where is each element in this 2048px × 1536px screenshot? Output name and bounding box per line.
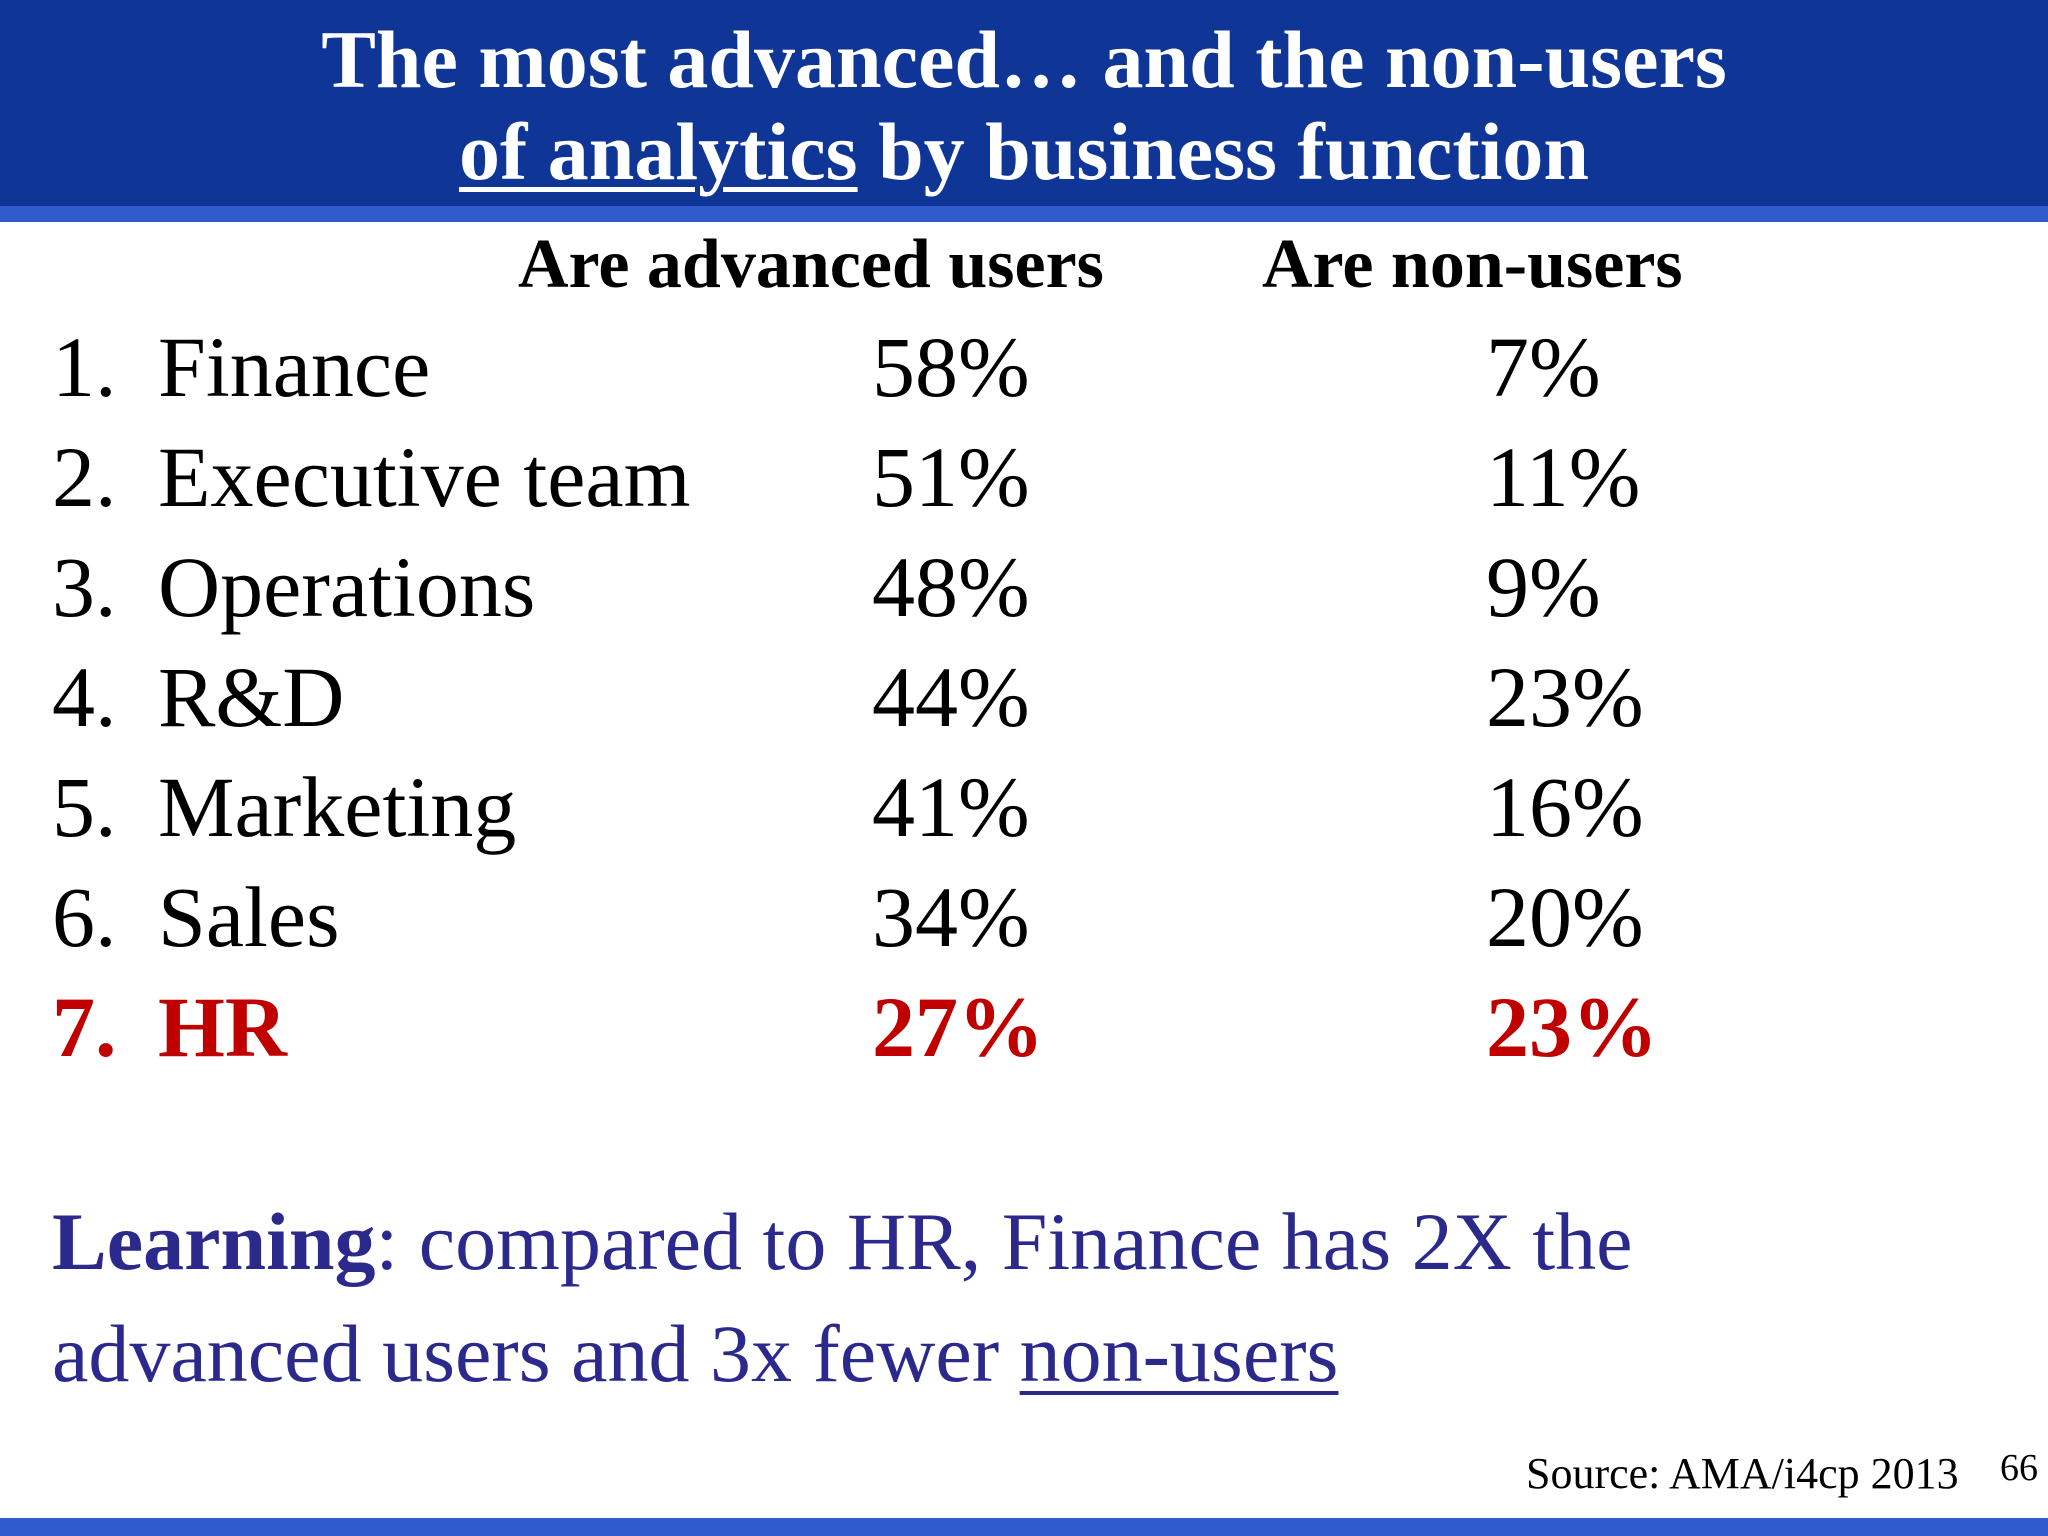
advanced-users-value: 27%	[872, 979, 1044, 1075]
advanced-users-value: 44%	[872, 649, 1030, 745]
non-users-value: 7%	[1486, 319, 1601, 415]
row-number: 3.	[52, 539, 117, 635]
title-line-2-rest: by business function	[857, 106, 1590, 197]
row-label: Executive team	[158, 429, 691, 525]
advanced-users-value: 41%	[872, 759, 1030, 855]
title-line-1: The most advanced… and the non-users	[321, 14, 1727, 105]
non-users-value: 20%	[1486, 869, 1644, 965]
row-label: Sales	[158, 869, 340, 965]
row-number: 6.	[52, 869, 117, 965]
non-users-value: 23%	[1486, 649, 1644, 745]
row-number: 1.	[52, 319, 117, 415]
table-row: 2. Executive team 51% 11%	[0, 422, 2048, 532]
learning-label: Learning	[52, 1196, 376, 1287]
bottom-rule	[0, 1518, 2048, 1536]
row-label: Finance	[158, 319, 431, 415]
advanced-users-value: 48%	[872, 539, 1030, 635]
advanced-users-value: 58%	[872, 319, 1030, 415]
column-header-non-users: Are non-users	[1262, 226, 1683, 303]
row-number: 4.	[52, 649, 117, 745]
page-number: 66	[2000, 1447, 2038, 1489]
non-users-value: 9%	[1486, 539, 1601, 635]
advanced-users-value: 34%	[872, 869, 1030, 965]
row-number: 5.	[52, 759, 117, 855]
row-label: HR	[158, 979, 287, 1075]
non-users-value: 23%	[1486, 979, 1658, 1075]
advanced-users-value: 51%	[872, 429, 1030, 525]
title-bar	[0, 0, 2048, 206]
column-header-advanced: Are advanced users	[518, 226, 1104, 303]
row-label: Operations	[158, 539, 536, 635]
slide-title: The most advanced… and the non-users of …	[0, 14, 2048, 198]
learning-statement: Learning: compared to HR, Finance has 2X…	[52, 1186, 1952, 1410]
source-citation: Source: AMA/i4cp 2013	[1526, 1449, 1959, 1498]
title-rule	[0, 206, 2048, 222]
table-row: 4. R&D 44% 23%	[0, 642, 2048, 752]
row-number: 7.	[52, 979, 117, 1075]
row-label: R&D	[158, 649, 345, 745]
table-row: 3. Operations 48% 9%	[0, 532, 2048, 642]
table-row: 6. Sales 34% 20%	[0, 862, 2048, 972]
table-row: 5. Marketing 41% 16%	[0, 752, 2048, 862]
title-underlined-phrase: of analytics	[458, 106, 858, 197]
learning-underlined: non-users	[1019, 1308, 1339, 1399]
row-number: 2.	[52, 429, 117, 525]
non-users-value: 11%	[1486, 429, 1641, 525]
table-row-highlighted: 7. HR 27% 23%	[0, 972, 2048, 1082]
learning-text: : compared to HR, Finance has 2X the adv…	[52, 1196, 1633, 1399]
row-label: Marketing	[158, 759, 517, 855]
non-users-value: 16%	[1486, 759, 1644, 855]
table-row: 1. Finance 58% 7%	[0, 312, 2048, 422]
